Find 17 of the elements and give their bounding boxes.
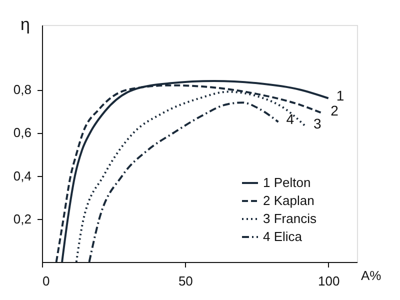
x-tick-label: 50	[178, 274, 193, 288]
y-tick-label: 0,8	[13, 82, 32, 98]
y-axis-title: η	[20, 15, 30, 34]
y-tick-label: 0,6	[13, 125, 32, 140]
annotation: 2	[330, 102, 339, 118]
y-tick-label: 0,2	[13, 211, 32, 226]
legend-label: 4 Elica	[263, 229, 303, 244]
y-tick-label: 0,4	[13, 168, 32, 184]
x-tick-label: 100	[318, 274, 340, 288]
x-tick-label: 0	[42, 274, 50, 288]
annotation: 1	[336, 87, 344, 104]
legend-label: 3 Francis	[263, 211, 317, 226]
x-axis-title: A%	[361, 268, 382, 283]
legend-label: 1 Pelton	[263, 175, 311, 190]
legend-label: 2 Kaplan	[263, 193, 314, 208]
annotation: 4	[286, 110, 294, 127]
annotation: 3	[313, 115, 322, 132]
